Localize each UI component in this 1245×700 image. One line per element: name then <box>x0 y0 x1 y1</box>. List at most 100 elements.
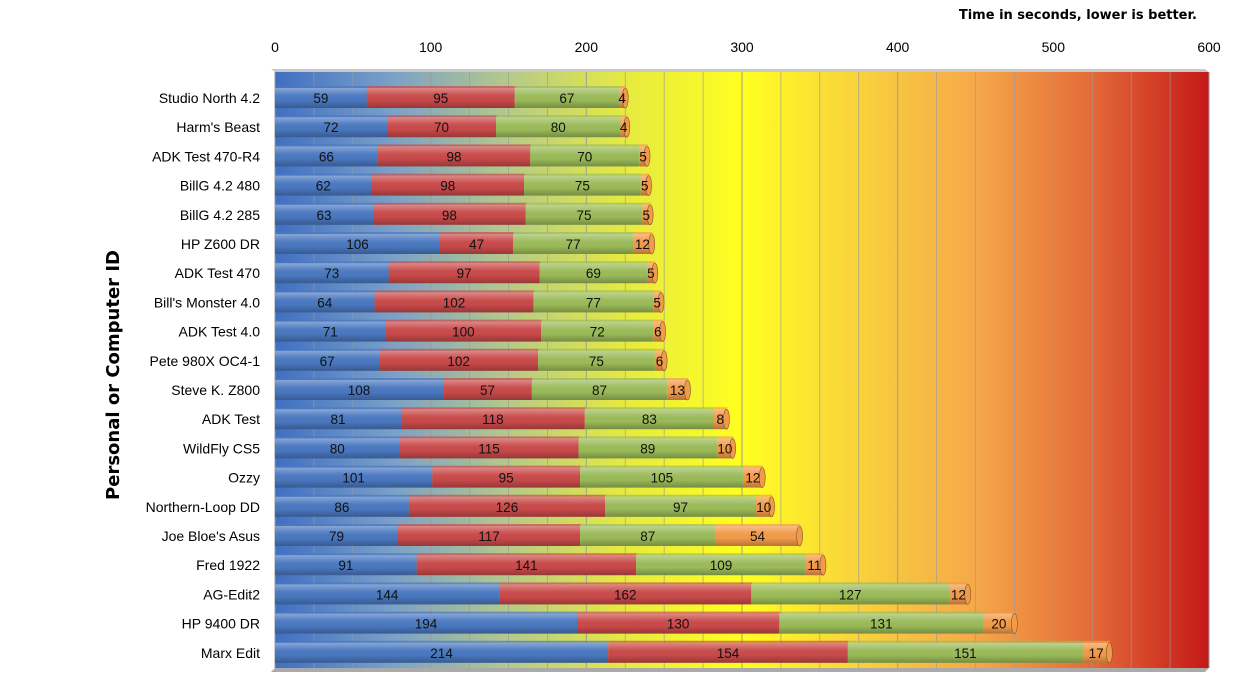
bar-shine <box>275 117 388 138</box>
bar-shine <box>275 496 409 517</box>
bar-top-face <box>524 173 642 176</box>
bar-segment: 75 <box>538 348 656 371</box>
bar-segment: 75 <box>525 202 644 225</box>
category-label: Pete 980X OC4-1 <box>149 353 260 369</box>
bar-shine <box>377 146 531 167</box>
bar-shine <box>496 117 621 138</box>
data-label: 91 <box>338 558 353 573</box>
bar-top-face <box>653 290 663 293</box>
bar-shine <box>580 467 744 488</box>
bar-shine <box>275 642 609 663</box>
data-label: 10 <box>717 441 732 456</box>
bar-segment: 98 <box>371 173 526 196</box>
bar-shine <box>374 292 534 313</box>
bar-segment: 102 <box>379 348 540 371</box>
bar-segment: 12 <box>743 465 766 488</box>
category-label: BillG 4.2 480 <box>180 178 260 194</box>
bar-segment: 106 <box>275 232 442 254</box>
data-label: 105 <box>651 471 674 486</box>
bar-shine <box>397 526 581 546</box>
bar-shine <box>275 467 433 488</box>
bar-segment: 115 <box>399 436 580 459</box>
bar-segment: 100 <box>385 319 543 342</box>
bar-top-face <box>374 290 535 293</box>
bar-top-face <box>578 436 719 439</box>
data-label: 102 <box>443 295 466 310</box>
bar-segment: 67 <box>275 348 381 371</box>
bar-shine <box>713 409 727 430</box>
data-label: 106 <box>346 237 369 252</box>
category-label: Fred 1922 <box>196 557 260 573</box>
bar-shine <box>371 175 525 196</box>
bar-top-face <box>275 290 376 293</box>
bar-shine <box>751 584 950 605</box>
bar-shine <box>538 350 655 371</box>
bar-top-face <box>580 465 745 468</box>
bar-segment: 5 <box>640 173 652 196</box>
bar-segment: 6 <box>653 319 666 342</box>
category-label: HP Z600 DR <box>181 236 260 252</box>
bar-segment: 105 <box>580 465 745 488</box>
bar-segment: 59 <box>275 86 368 108</box>
category-label: WildFly CS5 <box>183 440 260 456</box>
bar-segment: 64 <box>275 290 376 313</box>
bar-shine <box>653 292 662 313</box>
category-label: Northern-Loop DD <box>146 499 260 515</box>
bar-shine <box>647 263 655 284</box>
bar-shine <box>541 321 654 342</box>
bar-shine <box>584 409 714 430</box>
bar-segment: 4 <box>618 86 629 109</box>
bar-top-face <box>275 553 418 556</box>
bar-shine <box>275 555 417 576</box>
bar-shine <box>499 584 752 605</box>
category-label: Bill's Monster 4.0 <box>154 294 260 310</box>
data-label: 75 <box>589 354 604 369</box>
x-tick-label: 200 <box>575 39 599 55</box>
bar-top-face <box>275 173 373 176</box>
data-label: 66 <box>319 149 334 164</box>
bar-segment: 91 <box>275 553 418 576</box>
bar-top-face <box>647 261 656 264</box>
data-label: 70 <box>577 149 592 164</box>
data-label: 54 <box>750 529 766 544</box>
bar-top-face <box>275 348 381 351</box>
bar-end-cap <box>643 146 651 167</box>
bar-segment: 87 <box>531 378 669 400</box>
bar-segment: 194 <box>275 611 578 634</box>
data-label: 79 <box>329 529 344 544</box>
bar-end-cap <box>796 525 803 547</box>
data-label: 86 <box>334 500 349 515</box>
bar-top-face <box>642 202 652 205</box>
data-label: 80 <box>330 441 345 456</box>
bar-top-face <box>379 348 540 351</box>
bar-top-face <box>743 465 764 468</box>
bar-top-face <box>496 115 622 118</box>
bar-segment: 11 <box>805 553 827 576</box>
x-tick-label: 600 <box>1197 39 1221 55</box>
bar-top-face <box>371 173 526 176</box>
bar-end-cap <box>758 467 766 488</box>
bar-shine <box>275 350 380 371</box>
bar-top-face <box>539 261 649 264</box>
data-label: 77 <box>586 295 601 310</box>
bar-top-face <box>639 144 649 147</box>
plot-floor <box>271 668 1209 672</box>
bar-top-face <box>275 640 610 643</box>
data-label: 130 <box>667 617 690 632</box>
bar-shine <box>379 350 539 371</box>
bar-top-face <box>275 261 390 264</box>
data-label: 118 <box>482 412 504 427</box>
bar-segment: 77 <box>513 232 635 254</box>
bar-top-face <box>275 232 442 234</box>
bar-segment: 54 <box>715 524 803 547</box>
bar-top-face <box>275 202 375 205</box>
bar-segment: 117 <box>397 524 582 546</box>
bar-segment: 118 <box>401 407 586 430</box>
bar-top-face <box>619 86 627 88</box>
bar-top-face <box>275 378 445 380</box>
bar-segment: 141 <box>416 553 638 576</box>
data-label: 13 <box>670 383 685 398</box>
bar-shine <box>717 438 733 459</box>
data-label: 95 <box>433 91 448 106</box>
bar-top-face <box>399 436 580 439</box>
